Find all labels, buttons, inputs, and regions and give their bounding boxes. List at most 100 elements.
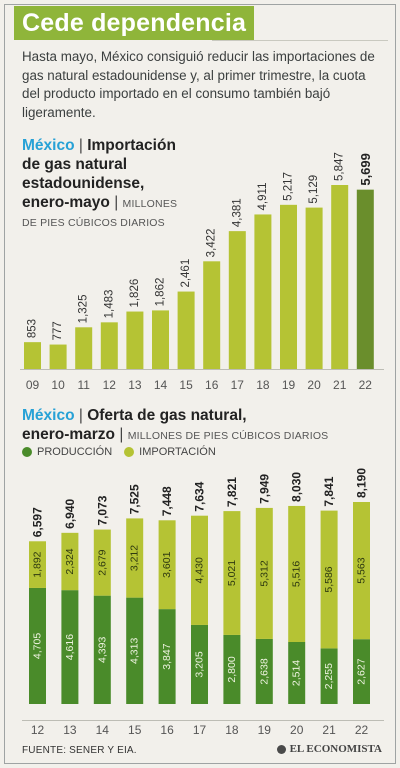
chart2-import-label: 5,563 xyxy=(356,557,368,583)
chart2-tick-label: 21 xyxy=(322,723,336,737)
chart1-tick-label: 09 xyxy=(26,378,40,392)
chart2-production-label: 2,514 xyxy=(291,660,303,686)
chart2-production-label: 2,638 xyxy=(258,658,270,684)
chart1-value-label: 5,699 xyxy=(358,153,373,186)
chart1-tick-label: 22 xyxy=(359,378,373,392)
chart1-value-label: 1,826 xyxy=(129,279,141,308)
legend-production-label: PRODUCCIÓN xyxy=(37,446,113,458)
chart1-value-label: 5,217 xyxy=(283,172,295,201)
chart2-bar-import xyxy=(126,518,144,598)
chart2-title-line1: Oferta de gas natural, xyxy=(87,407,247,424)
chart2-production-label: 4,313 xyxy=(129,638,141,664)
chart1-tick-label: 21 xyxy=(333,378,347,392)
chart2-bar-production xyxy=(61,590,79,704)
chart1-value-label: 5,129 xyxy=(308,175,320,204)
chart1-value-label: 777 xyxy=(52,321,64,340)
chart1-tick-label: 20 xyxy=(307,378,321,392)
chart2-country: México xyxy=(22,407,75,424)
chart2-total-label: 8,030 xyxy=(290,472,304,502)
chart2-bar-import xyxy=(255,507,273,639)
chart1-bar xyxy=(49,344,67,369)
chart2-production-label: 2,255 xyxy=(323,663,335,689)
chart2-bar-production xyxy=(353,639,370,704)
chart1-bar xyxy=(305,207,323,369)
chart2-bar-production xyxy=(255,638,273,704)
chart2-production-label: 4,393 xyxy=(96,637,108,663)
chart1-bar xyxy=(280,204,297,369)
chart2-tick-label: 22 xyxy=(355,723,369,737)
legend-production: PRODUCCIÓN xyxy=(22,446,112,458)
chart2-bar-production xyxy=(126,597,144,704)
chart2-total-label: 7,073 xyxy=(95,495,109,525)
chart1-tick-label: 18 xyxy=(256,378,270,392)
chart2-bar-production xyxy=(223,634,241,704)
chart1-country: México xyxy=(22,137,75,154)
chart1-bar xyxy=(203,261,221,369)
chart2-tick-label: 15 xyxy=(128,723,142,737)
chart2-production-label: 4,705 xyxy=(32,633,44,659)
chart2-tick-label: 14 xyxy=(96,723,110,737)
chart1-value-label: 853 xyxy=(27,319,39,338)
chart2-bar-production xyxy=(191,624,208,704)
chart2-total-label: 7,841 xyxy=(322,476,336,506)
chart1-bar xyxy=(228,231,246,369)
chart2-bar-import xyxy=(158,520,176,610)
chart2-import-label: 5,021 xyxy=(226,560,238,586)
chart2-total-label: 7,821 xyxy=(225,477,239,507)
chart2-import-label: 3,212 xyxy=(129,545,141,571)
chart2-production-label: 2,627 xyxy=(356,658,368,684)
chart2-bar-production xyxy=(93,595,111,704)
chart2-tick-label: 12 xyxy=(31,723,45,737)
chart2-bar-import xyxy=(61,532,79,591)
chart1-tick-label: 14 xyxy=(154,378,168,392)
chart2-bar-import xyxy=(320,510,338,649)
chart2-production-label: 3,847 xyxy=(161,643,173,669)
chart2-import-label: 5,312 xyxy=(258,560,270,586)
chart1-value-label: 4,911 xyxy=(257,183,269,211)
chart1-tick-label: 13 xyxy=(128,378,142,392)
chart1-bar xyxy=(356,189,374,369)
chart2-title: México | Oferta de gas natural, enero-ma… xyxy=(22,407,329,443)
chart2-production-label: 3,205 xyxy=(194,651,206,677)
chart1-tick-label: 16 xyxy=(205,378,219,392)
chart2-import-label: 5,516 xyxy=(291,561,303,587)
chart2-bar-production xyxy=(288,641,306,704)
brand-name: EL ECONOMISTA xyxy=(289,743,382,755)
intro-text: Hasta mayo, México consiguió reducir las… xyxy=(22,49,375,120)
chart2-total-label: 8,190 xyxy=(355,468,369,498)
chart1-tick-label: 17 xyxy=(231,378,245,392)
chart2-bar-import xyxy=(191,515,208,625)
chart2-bar-production xyxy=(320,648,338,704)
chart1-bar xyxy=(75,327,93,369)
legend-production-swatch xyxy=(22,447,32,457)
chart2-tick-label: 17 xyxy=(193,723,207,737)
chart2-total-label: 7,634 xyxy=(193,481,207,511)
chart1-tick-label: 11 xyxy=(77,378,90,392)
chart2-production-label: 4,616 xyxy=(64,634,76,660)
chart1-bar xyxy=(177,291,195,369)
legend-import: IMPORTACIÓN xyxy=(124,446,216,458)
chart1-bar xyxy=(331,185,349,369)
chart2-import-label: 3,601 xyxy=(161,551,173,577)
chart2-import-label: 2,679 xyxy=(96,549,108,575)
chart2-bar-import xyxy=(29,541,46,588)
chart2-import-label: 5,586 xyxy=(323,566,335,592)
chart1-bar xyxy=(24,342,41,369)
chart1-value-label: 5,847 xyxy=(334,152,346,181)
chart2-total-label: 7,949 xyxy=(257,474,271,504)
chart2-legend: PRODUCCIÓN IMPORTACIÓN xyxy=(22,446,228,458)
chart1-title-line1: Importación xyxy=(87,137,176,154)
chart1-value-label: 3,422 xyxy=(206,229,218,258)
chart1-value-label: 1,862 xyxy=(155,278,167,307)
title-bar: Cede dependencia xyxy=(14,6,255,40)
chart1-tick-label: 10 xyxy=(51,378,65,392)
title-rule xyxy=(212,40,388,41)
chart2-title-line2: enero-marzo xyxy=(22,426,116,443)
chart1-tick-label: 15 xyxy=(179,378,193,392)
chart2-bar-import xyxy=(93,529,111,596)
chart1-tick-label: 12 xyxy=(103,378,117,392)
chart2-import-label: 2,324 xyxy=(64,548,76,574)
chart2-tick-label: 20 xyxy=(290,723,304,737)
chart1-value-label: 2,461 xyxy=(180,259,192,288)
